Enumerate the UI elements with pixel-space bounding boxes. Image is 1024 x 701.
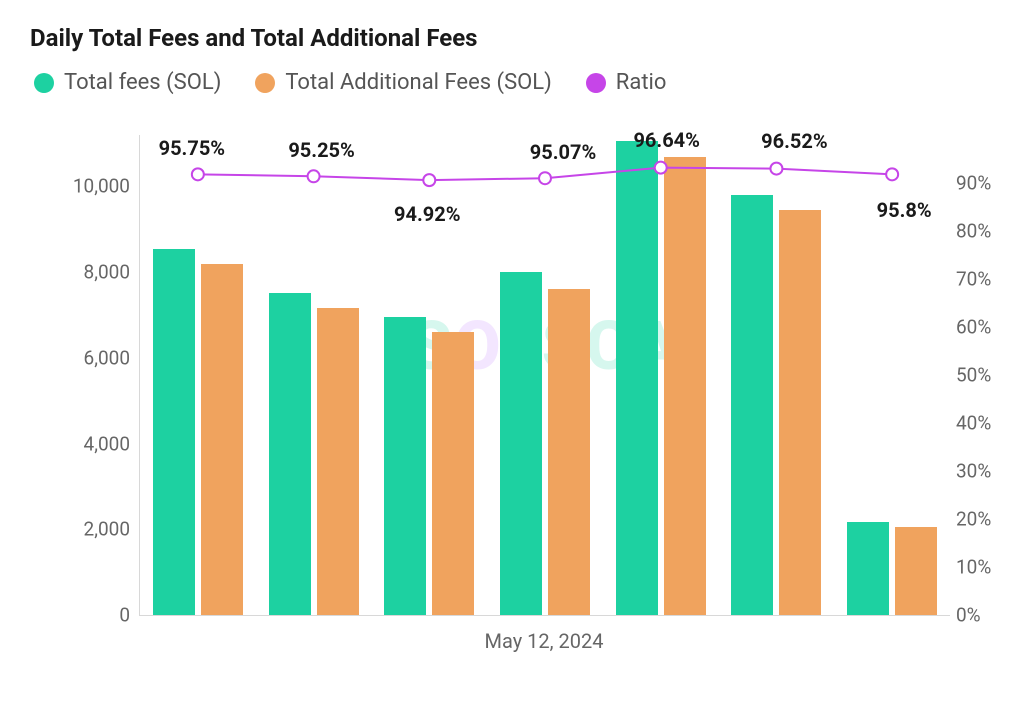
y-left-tick-label: 10,000 [30, 175, 130, 198]
chart-plot-wrap: 0 2,000 4,000 6,000 8,000 10,000 0% 10% 20% 30% 4… [24, 105, 1008, 675]
ratio-point[interactable] [308, 170, 320, 182]
y-left-tick-label: 2,000 [30, 518, 130, 541]
y-right-tick-label: 60% [956, 316, 991, 339]
y-left-tick-label: 4,000 [30, 432, 130, 455]
y-left-tick-label: 8,000 [30, 261, 130, 284]
y-right-tick-label: 0% [956, 604, 981, 627]
legend-label-3: Ratio [616, 70, 667, 95]
ratio-value-label: 96.64% [633, 128, 699, 152]
y-right-tick-label: 90% [956, 172, 991, 195]
legend-label-2: Total Additional Fees (SOL) [285, 70, 551, 95]
legend-swatch-2 [255, 73, 275, 93]
ratio-point[interactable] [192, 168, 204, 180]
ratio-value-label: 94.92% [394, 202, 460, 226]
y-right-tick-label: 40% [956, 412, 991, 435]
legend-item-additional-fees[interactable]: Total Additional Fees (SOL) [255, 70, 551, 95]
ratio-line-layer [140, 135, 950, 615]
y-right-tick-label: 80% [956, 220, 991, 243]
ratio-value-label: 96.52% [761, 129, 827, 153]
ratio-value-label: 95.75% [159, 136, 225, 160]
legend-label-1: Total fees (SOL) [64, 70, 221, 95]
ratio-value-label: 95.25% [288, 138, 354, 162]
legend-item-ratio[interactable]: Ratio [586, 70, 667, 95]
x-tick-label: May 12, 2024 [485, 629, 604, 653]
y-right-tick-label: 10% [956, 556, 991, 579]
ratio-point[interactable] [423, 174, 435, 186]
chart-container: Daily Total Fees and Total Additional Fe… [0, 0, 1024, 701]
ratio-value-label: 95.07% [530, 140, 596, 164]
y-left-tick-label: 6,000 [30, 346, 130, 369]
ratio-point[interactable] [539, 172, 551, 184]
legend-swatch-1 [34, 73, 54, 93]
ratio-point[interactable] [770, 163, 782, 175]
ratio-point[interactable] [655, 162, 667, 174]
chart-legend: Total fees (SOL) Total Additional Fees (… [34, 70, 1008, 95]
plot-area: SOLSCA 95.75%95.25%94.92%95.07%96.64%96.… [139, 135, 950, 616]
y-right-tick-label: 50% [956, 364, 991, 387]
ratio-value-label: 95.8% [877, 198, 932, 222]
y-left-tick-label: 0 [30, 604, 130, 627]
y-right-tick-label: 70% [956, 268, 991, 291]
legend-item-total-fees[interactable]: Total fees (SOL) [34, 70, 221, 95]
chart-title: Daily Total Fees and Total Additional Fe… [30, 24, 1008, 52]
y-right-tick-label: 20% [956, 508, 991, 531]
ratio-point[interactable] [886, 168, 898, 180]
y-right-tick-label: 30% [956, 460, 991, 483]
legend-swatch-3 [586, 73, 606, 93]
